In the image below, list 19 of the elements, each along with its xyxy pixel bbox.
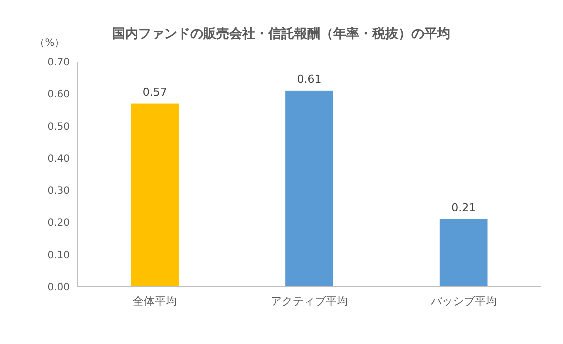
- bar: [131, 104, 180, 287]
- y-tick-label: 0.30: [48, 186, 70, 198]
- bar: [286, 90, 334, 287]
- y-tick-label: 0.70: [48, 58, 70, 68]
- y-tick-label: 0.10: [48, 250, 70, 262]
- y-axis-title: （%）: [35, 38, 65, 49]
- y-tick-label: 0.40: [48, 154, 70, 165]
- data-label: 0.57: [142, 86, 168, 99]
- x-tick-label: 全体平均: [133, 295, 178, 308]
- x-tick-label: アクティブ平均: [271, 295, 348, 308]
- y-tick-label: 0.60: [48, 90, 70, 101]
- x-tick-label: パッシブ平均: [430, 295, 497, 308]
- y-tick-label: 0.50: [48, 122, 70, 133]
- bar: [440, 220, 488, 287]
- data-label: 0.61: [297, 72, 322, 86]
- data-label: 0.21: [452, 202, 476, 214]
- y-tick-label: 0.00: [48, 282, 70, 294]
- chart-title: 国内ファンドの販売会社・信託報酬（年率・税抜）の平均: [112, 26, 450, 42]
- y-tick-label: 0.20: [48, 218, 70, 230]
